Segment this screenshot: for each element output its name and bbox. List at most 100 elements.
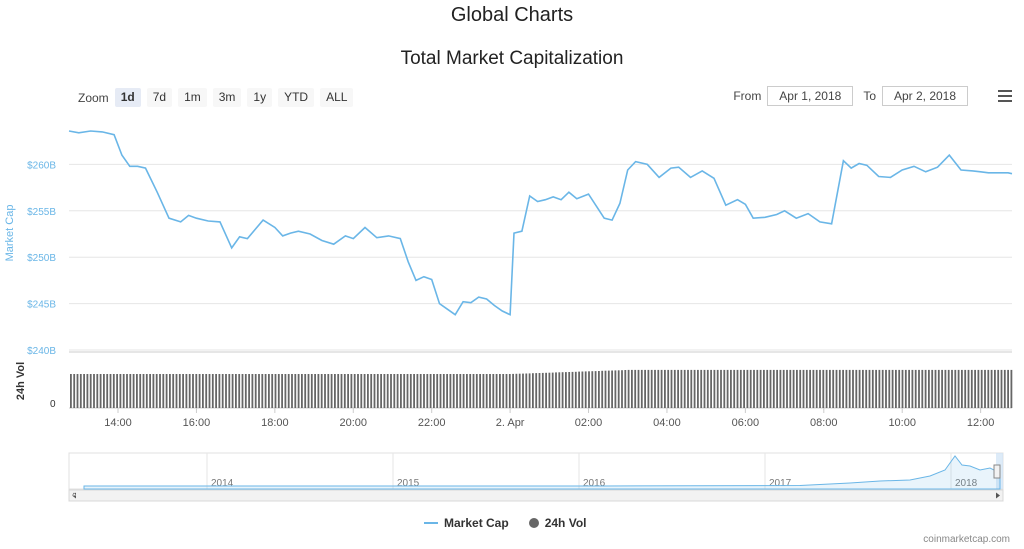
x-tick-label: 10:00: [888, 417, 916, 429]
volume-bar: [518, 373, 521, 408]
legend-market-cap[interactable]: Market Cap: [424, 516, 509, 530]
volume-bar: [736, 369, 739, 408]
volume-bar: [188, 374, 191, 408]
volume-bar: [621, 370, 623, 408]
volume-bar: [122, 374, 125, 408]
volume-bar: [129, 374, 132, 408]
volume-bar: [881, 369, 884, 408]
volume-bar: [941, 369, 943, 408]
volume-bar: [895, 369, 897, 408]
credit-link[interactable]: coinmarketcap.com: [923, 534, 1010, 545]
volume-bar: [947, 369, 950, 408]
volume-bar: [390, 374, 392, 408]
zoom-7d-button[interactable]: 7d: [146, 88, 173, 107]
y-tick-label: $245B: [27, 300, 56, 311]
to-date-input[interactable]: Apr 2, 2018: [882, 86, 968, 106]
volume-bar: [238, 374, 241, 408]
volume-bar: [789, 369, 792, 408]
volume-bar: [93, 374, 95, 408]
volume-bar: [231, 374, 234, 408]
volume-bar: [796, 369, 798, 408]
volume-bar: [383, 374, 386, 408]
volume-bar: [363, 374, 366, 408]
hamburger-menu-icon[interactable]: [998, 90, 1012, 102]
volume-bar: [690, 369, 693, 408]
volume-bar: [419, 374, 422, 408]
volume-bar: [716, 369, 719, 408]
volume-bar: [918, 369, 920, 408]
navigator-ticks: 2014 2015 2016 2017 2018: [206, 453, 978, 489]
navigator-scrollbar[interactable]: [68, 489, 1004, 502]
zoom-1y-button[interactable]: 1y: [247, 88, 273, 107]
volume-bar: [822, 369, 825, 408]
volume-bar: [152, 374, 155, 408]
volume-bar: [119, 374, 122, 408]
volume-bar: [86, 374, 89, 408]
zoom-1d-button[interactable]: 1d: [114, 88, 141, 107]
volume-bar: [568, 372, 571, 408]
chart-title: Total Market Capitalization: [400, 48, 624, 69]
volume-bar: [251, 374, 254, 408]
volume-bar: [759, 369, 762, 408]
volume-bar: [429, 374, 432, 408]
volume-bar: [862, 369, 864, 408]
volume-bar: [218, 374, 221, 408]
volume-bar: [258, 374, 260, 408]
volume-bar: [637, 369, 640, 408]
navigator-tick-label: 2016: [583, 478, 606, 489]
volume-bar: [634, 369, 637, 408]
volume-bar: [360, 374, 363, 408]
volume-bar: [317, 374, 320, 408]
volume-bar: [730, 369, 732, 408]
volume-bar: [644, 369, 646, 408]
volume-bar: [340, 374, 343, 408]
zoom-1m-button[interactable]: 1m: [178, 88, 207, 107]
volume-bar: [720, 369, 722, 408]
volume-bar: [297, 374, 300, 408]
to-label: To: [863, 89, 876, 103]
zoom-3m-button[interactable]: 3m: [212, 88, 242, 107]
navigator-tick-label: 2017: [769, 478, 792, 489]
scroll-right-icon[interactable]: [996, 492, 1000, 499]
from-date-input[interactable]: Apr 1, 2018: [767, 86, 854, 106]
volume-bar: [772, 369, 775, 408]
navigator-tick-label: 2018: [955, 478, 978, 489]
volume-bar: [904, 369, 907, 408]
volume-bar: [574, 371, 577, 408]
volume-bar: [614, 370, 617, 408]
volume-bar: [466, 374, 468, 408]
scroll-left-icon[interactable]: [72, 492, 76, 499]
volume-bar: [149, 374, 151, 408]
x-tick-label: 04:00: [653, 417, 681, 429]
volume-bar: [314, 374, 316, 408]
volume-bar: [951, 369, 953, 408]
volume-bar: [357, 374, 359, 408]
zoom-all-button[interactable]: ALL: [320, 88, 354, 107]
legend-vol[interactable]: 24h Vol: [528, 516, 586, 530]
volume-bar: [350, 374, 353, 408]
x-tick-label: 06:00: [732, 417, 760, 429]
volume-bar: [274, 374, 277, 408]
volume-bar: [974, 369, 976, 408]
volume-bar: [898, 369, 901, 408]
volume-bar: [175, 374, 178, 408]
volume-bar: [726, 369, 729, 408]
volume-bar: [680, 369, 683, 408]
volume-bar: [838, 369, 841, 408]
volume-bar: [532, 373, 534, 408]
volume-bar: [987, 369, 990, 408]
volume-bar: [248, 374, 250, 408]
volume-bar: [829, 369, 831, 408]
y-tick-label: $250B: [27, 253, 56, 264]
volume-bar: [347, 374, 349, 408]
volume-bar: [565, 372, 567, 408]
navigator-handle[interactable]: [993, 464, 1001, 479]
zoom-ytd-button[interactable]: YTD: [278, 88, 315, 107]
volume-bar: [677, 369, 679, 408]
volume-bar: [489, 374, 491, 408]
y-tick-label: $240B: [27, 346, 56, 357]
volume-bar: [604, 370, 607, 408]
volume-bar: [792, 369, 795, 408]
volume-bar: [617, 370, 620, 408]
